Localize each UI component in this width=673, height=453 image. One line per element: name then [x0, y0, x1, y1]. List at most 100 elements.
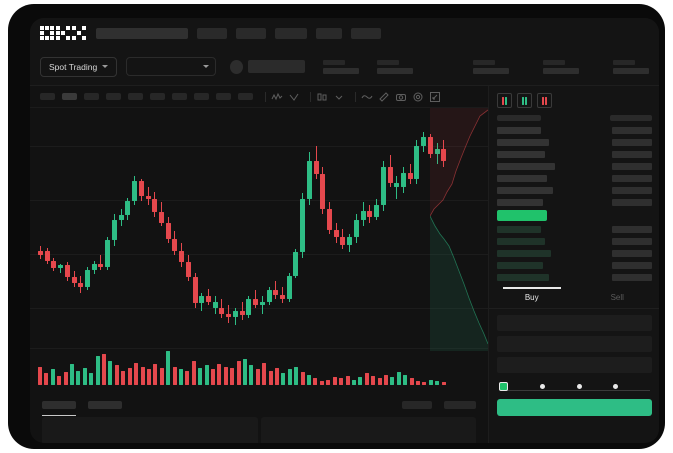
price-chart[interactable]	[30, 108, 488, 393]
timeframe-2[interactable]	[62, 93, 77, 100]
amount-percent-slider[interactable]	[489, 378, 659, 393]
okx-logo[interactable]	[40, 26, 86, 40]
volume-bar	[127, 368, 132, 385]
slider-track	[503, 390, 650, 391]
volume-bar	[210, 369, 215, 385]
nav-item-1[interactable]	[96, 27, 188, 39]
orderbook-mode-both[interactable]	[497, 93, 512, 108]
volume-bar	[255, 369, 260, 385]
timeframe-10[interactable]	[238, 93, 253, 100]
orderbook-mode-bids[interactable]	[517, 93, 532, 108]
orderbook-row[interactable]	[489, 172, 659, 184]
orderbook-row[interactable]	[489, 271, 659, 283]
tab-open-orders[interactable]	[42, 401, 76, 416]
volume-bar	[307, 374, 312, 385]
stat-24h-turnover	[613, 59, 649, 74]
tab-buy[interactable]: Buy	[489, 287, 575, 308]
orderbook-amount	[497, 273, 549, 281]
timeframe-6[interactable]	[150, 93, 165, 100]
chevron-down-icon	[202, 65, 209, 68]
volume-bar	[102, 353, 107, 385]
volume-bar	[185, 370, 190, 385]
orderbook-price	[612, 138, 652, 146]
slider-handle[interactable]	[499, 382, 508, 391]
orderbook-row[interactable]	[489, 259, 659, 271]
slider-node-50[interactable]	[576, 384, 582, 389]
volume-bar	[44, 373, 49, 385]
timeframe-3[interactable]	[84, 93, 99, 100]
volume-bar	[178, 369, 183, 385]
orderbook-row[interactable]	[489, 247, 659, 259]
orderbook-row[interactable]	[489, 184, 659, 196]
orderbook-row[interactable]	[489, 196, 659, 208]
volume-bar	[223, 366, 228, 385]
okx-logo-x	[72, 26, 86, 40]
candle-type-icon[interactable]	[316, 91, 328, 103]
slider-node-75[interactable]	[613, 384, 619, 389]
total-input[interactable]	[497, 357, 652, 373]
dropdown-icon[interactable]	[333, 91, 345, 103]
timeframe-7[interactable]	[172, 93, 187, 100]
volume-bar	[236, 361, 241, 385]
orderbook-bids	[489, 223, 659, 283]
nav-item-3[interactable]	[236, 27, 266, 39]
price-input[interactable]	[497, 315, 652, 331]
orderbook-last-price[interactable]	[497, 210, 547, 221]
volume-bar	[371, 375, 376, 385]
orderbook-amount	[497, 249, 551, 257]
orderbook-row[interactable]	[489, 223, 659, 235]
amount-input[interactable]	[497, 336, 652, 352]
nav-item-4[interactable]	[275, 27, 307, 39]
top-navigation-bar	[30, 18, 659, 48]
wave-icon[interactable]	[361, 91, 373, 103]
nav-item-5[interactable]	[316, 27, 342, 39]
panel-assets[interactable]	[260, 417, 476, 443]
stat-24h-volume	[543, 59, 579, 74]
volume-bar	[262, 362, 267, 385]
timeframe-1[interactable]	[40, 93, 55, 100]
orderbook-row[interactable]	[489, 235, 659, 247]
orderbook-asks	[489, 124, 659, 208]
volume-bar	[76, 370, 81, 385]
timeframe-9[interactable]	[216, 93, 231, 100]
orderbook-price	[612, 162, 652, 170]
volume-bar	[326, 379, 331, 385]
orderbook-mode-asks[interactable]	[537, 93, 552, 108]
timeframe-8[interactable]	[194, 93, 209, 100]
orderbook-row[interactable]	[489, 124, 659, 136]
chevron-down-icon	[102, 65, 109, 68]
orderbook-row[interactable]	[489, 148, 659, 160]
nav-item-2[interactable]	[197, 27, 227, 39]
volume-bar	[146, 369, 151, 385]
nav-item-6[interactable]	[351, 27, 381, 39]
timeframe-5[interactable]	[128, 93, 143, 100]
timeframe-4[interactable]	[106, 93, 121, 100]
depth-chart-overlay	[430, 108, 488, 351]
panel-orders[interactable]	[42, 417, 258, 443]
tab-sell[interactable]: Sell	[610, 293, 624, 302]
action-hide-other-pairs[interactable]	[402, 401, 432, 409]
slider-node-25[interactable]	[539, 384, 545, 389]
volume-bar	[403, 374, 408, 385]
volume-bar	[95, 356, 100, 385]
last-price-value	[247, 60, 305, 73]
volume-bar	[428, 379, 433, 385]
compare-icon[interactable]	[288, 91, 300, 103]
action-cancel-all[interactable]	[444, 401, 476, 409]
indicator-icon[interactable]	[271, 91, 283, 103]
volume-bar	[435, 381, 440, 385]
orderbook-row[interactable]	[489, 160, 659, 172]
ruler-icon[interactable]	[378, 91, 390, 103]
volume-bar	[294, 366, 299, 385]
volume-bar	[166, 351, 171, 385]
spot-trading-selector[interactable]: Spot Trading	[40, 56, 118, 77]
camera-icon[interactable]	[395, 91, 407, 103]
fullscreen-icon[interactable]	[429, 91, 441, 103]
trading-pair-select[interactable]	[126, 57, 216, 76]
volume-bar	[351, 379, 356, 385]
buy-submit-button[interactable]	[497, 399, 652, 416]
tab-order-history[interactable]	[88, 401, 122, 409]
settings-icon[interactable]	[412, 91, 424, 103]
orderbook-row[interactable]	[489, 136, 659, 148]
orderbook-price	[612, 150, 652, 158]
